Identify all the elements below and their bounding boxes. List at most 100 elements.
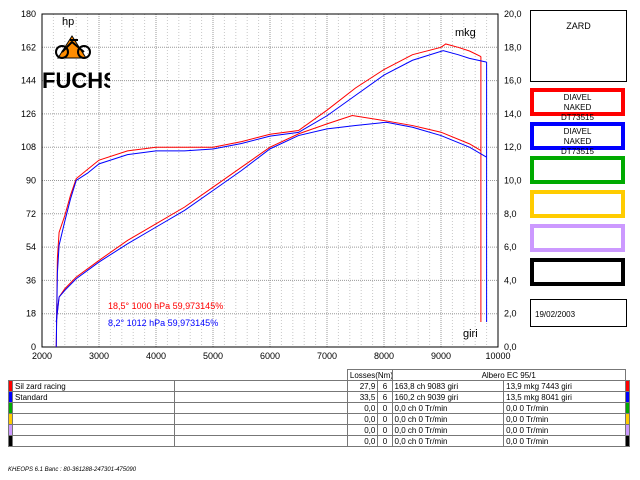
cell	[624, 402, 631, 414]
cell	[624, 380, 631, 392]
chart-curves	[55, 43, 488, 348]
table-row: Sil zard racing 27,9 6 163,8 ch 9083 giri 13…	[7, 380, 631, 392]
cell-name	[12, 435, 176, 447]
x-tick-label: 7000	[317, 351, 337, 361]
cell-power: 0,0 ch 0 Tr/min	[391, 402, 505, 414]
dyno-chart: 2000 3000 4000 5000 6000 7000 8000 9000 10000 0 18…	[21, 9, 522, 361]
cell-power: 0,0 ch 0 Tr/min	[391, 413, 505, 425]
table-row: Standard 33,5 6 160,2 ch 9039 giri 13,5 mkg …	[7, 391, 631, 403]
cell	[174, 424, 348, 436]
slot-label: DIAVEL NAKED DT73515	[561, 127, 594, 156]
chart-axes: 2000 3000 4000 5000 6000 7000 8000 9000 10000 0 18…	[21, 9, 522, 361]
condition-red: 18,5° 1000 hPa 59,973145%	[108, 301, 223, 311]
cell-torque: 0,0 0 Tr/min	[503, 402, 626, 414]
slot-5	[530, 224, 625, 252]
x-unit-label: giri	[463, 328, 478, 340]
table-row: 0,0 0 0,0 ch 0 Tr/min 0,0 0 Tr/min	[7, 413, 631, 425]
right-tick-label: 12,0	[504, 142, 522, 152]
power-curve	[55, 43, 482, 348]
cell-name: Sil zard racing	[12, 380, 176, 392]
date-label: 19/02/2003	[535, 310, 576, 319]
cell-power: 0,0 ch 0 Tr/min	[391, 435, 505, 447]
slot-2: DIAVEL NAKED DT73515	[530, 122, 625, 156]
right-unit-label: mkg	[455, 27, 476, 39]
left-tick-label: 108	[21, 142, 36, 152]
left-tick-label: 18	[26, 309, 36, 319]
cell	[174, 391, 348, 403]
cell-v2: 0	[377, 424, 393, 436]
right-tick-label: 0,0	[504, 342, 517, 352]
x-tick-label: 3000	[89, 351, 109, 361]
name-label: ZARD	[566, 21, 591, 31]
cell-v1: 0,0	[346, 435, 379, 447]
left-tick-label: 72	[26, 209, 36, 219]
left-tick-label: 180	[21, 9, 36, 19]
cell	[624, 413, 631, 425]
left-tick-label: 162	[21, 42, 36, 52]
slot-label: DIAVEL NAKED DT73515	[561, 93, 594, 122]
motorcycle-icon: FUCHS	[42, 35, 118, 93]
cell	[174, 380, 348, 392]
cell-torque: 0,0 0 Tr/min	[503, 413, 626, 425]
torque-curve	[55, 115, 482, 323]
x-tick-label: 10000	[485, 351, 510, 361]
power-curve	[55, 50, 487, 348]
cell-torque: 13,5 mkg 8041 giri	[503, 391, 626, 403]
cell	[624, 391, 631, 403]
x-tick-label: 5000	[203, 351, 223, 361]
table-row: 0,0 0 0,0 ch 0 Tr/min 0,0 0 Tr/min	[7, 424, 631, 436]
footer-text: KHEOPS 6.1 Banc : 80-361288-247301-47509…	[8, 467, 137, 473]
table-row: 0,0 0 0,0 ch 0 Tr/min 0,0 0 Tr/min	[7, 402, 631, 414]
table-header-row: Losses(Nm) Albero EC 95/1	[9, 369, 630, 381]
right-tick-label: 8,0	[504, 209, 517, 219]
slot-4	[530, 190, 625, 218]
chart-grid	[41, 13, 499, 348]
x-tick-label: 6000	[260, 351, 280, 361]
right-tick-label: 16,0	[504, 76, 522, 86]
cell-name	[12, 424, 176, 436]
cell-torque: 13,9 mkg 7443 giri	[503, 380, 626, 392]
left-tick-label: 90	[26, 176, 36, 186]
right-tick-label: 18,0	[504, 42, 522, 52]
cell-torque: 0,0 0 Tr/min	[503, 435, 626, 447]
cell	[624, 424, 631, 436]
cell-v1: 0,0	[346, 424, 379, 436]
right-tick-label: 14,0	[504, 109, 522, 119]
cell-v2: 6	[377, 380, 393, 392]
cell-name	[12, 402, 176, 414]
cell-power: 160,2 ch 9039 giri	[391, 391, 505, 403]
cell-v1: 0,0	[346, 413, 379, 425]
table-row: 0,0 0 0,0 ch 0 Tr/min 0,0 0 Tr/min	[7, 435, 631, 447]
x-tick-label: 9000	[431, 351, 451, 361]
cell-v2: 6	[377, 391, 393, 403]
cell-v2: 0	[377, 402, 393, 414]
torque-curve	[55, 121, 487, 323]
right-tick-label: 6,0	[504, 242, 517, 252]
name-box: ZARD	[530, 10, 627, 82]
condition-blue: 8,2° 1012 hPa 59,973145%	[108, 318, 218, 328]
cell-v1: 33,5	[346, 391, 379, 403]
cell-v2: 0	[377, 435, 393, 447]
left-tick-label: 0	[31, 342, 36, 352]
slot-3	[530, 156, 625, 184]
cell	[624, 435, 631, 447]
cell-torque: 0,0 0 Tr/min	[503, 424, 626, 436]
plot-frame	[41, 13, 499, 348]
x-tick-label: 4000	[146, 351, 166, 361]
left-tick-label: 144	[21, 76, 36, 86]
cell-name	[12, 413, 176, 425]
left-tick-label: 54	[26, 242, 36, 252]
x-tick-label: 8000	[374, 351, 394, 361]
cell	[174, 435, 348, 447]
right-tick-label: 10,0	[504, 176, 522, 186]
cell-power: 0,0 ch 0 Tr/min	[391, 424, 505, 436]
x-tick-label: 2000	[32, 351, 52, 361]
cell-power: 163,8 ch 9083 giri	[391, 380, 505, 392]
cell-name: Standard	[12, 391, 176, 403]
brake-header: Albero EC 95/1	[391, 369, 626, 381]
cell-v2: 0	[377, 413, 393, 425]
cell	[174, 402, 348, 414]
logo-text: FUCHS	[42, 68, 110, 92]
left-tick-label: 126	[21, 109, 36, 119]
right-tick-label: 20,0	[504, 9, 522, 19]
